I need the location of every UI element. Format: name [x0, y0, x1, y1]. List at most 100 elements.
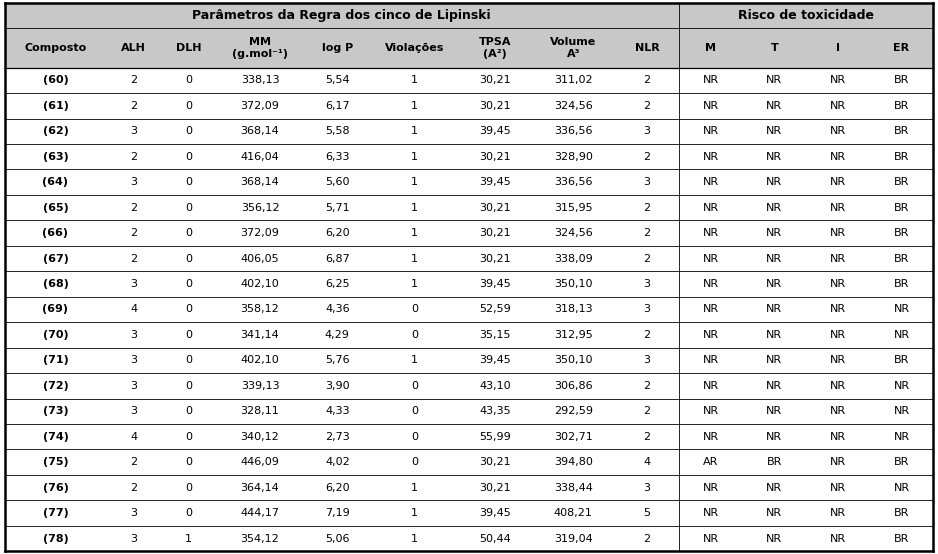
Text: 2: 2: [130, 75, 137, 85]
Text: 1: 1: [411, 254, 418, 264]
Text: 6,20: 6,20: [325, 483, 350, 493]
Text: Violações: Violações: [385, 43, 445, 53]
Text: Composto: Composto: [24, 43, 86, 53]
Text: 2: 2: [643, 381, 651, 391]
Text: 0: 0: [185, 228, 192, 238]
Text: 4: 4: [130, 305, 137, 315]
Text: 3: 3: [130, 355, 137, 365]
Text: NR: NR: [830, 432, 846, 442]
Text: 444,17: 444,17: [240, 508, 280, 518]
Text: 3: 3: [643, 279, 651, 289]
Text: (76): (76): [42, 483, 68, 493]
Text: 324,56: 324,56: [553, 101, 593, 111]
Text: 328,90: 328,90: [553, 152, 593, 162]
Text: BR: BR: [894, 228, 909, 238]
Text: 1: 1: [411, 177, 418, 187]
Text: 358,12: 358,12: [241, 305, 280, 315]
Text: NR: NR: [703, 355, 719, 365]
Text: AR: AR: [703, 457, 719, 467]
Text: BR: BR: [894, 457, 909, 467]
Text: 1: 1: [411, 508, 418, 518]
Text: NR: NR: [766, 508, 782, 518]
Text: NR: NR: [766, 355, 782, 365]
Text: BR: BR: [894, 177, 909, 187]
Text: NLR: NLR: [635, 43, 659, 53]
Text: 0: 0: [411, 432, 418, 442]
Text: (78): (78): [42, 534, 68, 543]
Text: (75): (75): [43, 457, 68, 467]
Text: 1: 1: [411, 75, 418, 85]
Text: NR: NR: [703, 203, 719, 213]
Text: 368,14: 368,14: [241, 126, 280, 136]
Text: 2: 2: [130, 254, 137, 264]
Text: (72): (72): [42, 381, 68, 391]
Text: 324,56: 324,56: [553, 228, 593, 238]
Text: 1: 1: [411, 203, 418, 213]
Text: NR: NR: [766, 432, 782, 442]
Text: 312,95: 312,95: [553, 330, 593, 340]
Text: 3: 3: [130, 534, 137, 543]
Text: (66): (66): [42, 228, 68, 238]
Text: 5,60: 5,60: [325, 177, 350, 187]
Text: 364,14: 364,14: [241, 483, 280, 493]
Text: 0: 0: [185, 101, 192, 111]
Text: 55,99: 55,99: [479, 432, 511, 442]
Text: (65): (65): [42, 203, 68, 213]
Text: NR: NR: [830, 152, 846, 162]
Text: 2: 2: [643, 406, 651, 416]
Text: 1: 1: [411, 483, 418, 493]
Text: 2: 2: [130, 101, 137, 111]
Text: 4: 4: [643, 457, 651, 467]
Text: NR: NR: [703, 330, 719, 340]
Text: 340,12: 340,12: [241, 432, 280, 442]
Text: 39,45: 39,45: [479, 126, 511, 136]
Text: 6,17: 6,17: [325, 101, 350, 111]
Bar: [679, 3, 933, 28]
Text: 0: 0: [185, 483, 192, 493]
Text: 4,29: 4,29: [325, 330, 350, 340]
Text: (63): (63): [42, 152, 68, 162]
Text: 3: 3: [130, 126, 137, 136]
Text: NR: NR: [766, 483, 782, 493]
Text: 354,12: 354,12: [241, 534, 280, 543]
Text: 0: 0: [185, 305, 192, 315]
Text: BR: BR: [894, 508, 909, 518]
Text: 5,58: 5,58: [325, 126, 350, 136]
Text: NR: NR: [830, 279, 846, 289]
Text: 402,10: 402,10: [241, 279, 280, 289]
Text: NR: NR: [766, 126, 782, 136]
Text: NR: NR: [766, 101, 782, 111]
Text: BR: BR: [894, 152, 909, 162]
Text: 2: 2: [130, 228, 137, 238]
Text: NR: NR: [766, 177, 782, 187]
Text: 4,02: 4,02: [325, 457, 350, 467]
Text: (68): (68): [42, 279, 68, 289]
Text: 0: 0: [185, 457, 192, 467]
Text: (77): (77): [42, 508, 68, 518]
Text: 394,80: 394,80: [553, 457, 593, 467]
Text: NR: NR: [766, 330, 782, 340]
Text: M: M: [705, 43, 716, 53]
Bar: [5, 28, 933, 68]
Text: NR: NR: [830, 126, 846, 136]
Text: NR: NR: [703, 432, 719, 442]
Text: NR: NR: [703, 75, 719, 85]
Text: 5,76: 5,76: [325, 355, 350, 365]
Text: 3: 3: [130, 381, 137, 391]
Text: NR: NR: [830, 457, 846, 467]
Text: 3: 3: [643, 483, 651, 493]
Text: NR: NR: [830, 330, 846, 340]
Text: (61): (61): [42, 101, 68, 111]
Text: 7,19: 7,19: [325, 508, 350, 518]
Text: (71): (71): [42, 355, 68, 365]
Text: BR: BR: [894, 75, 909, 85]
Text: 306,86: 306,86: [554, 381, 593, 391]
Text: NR: NR: [703, 254, 719, 264]
Text: log P: log P: [322, 43, 353, 53]
Text: 52,59: 52,59: [479, 305, 511, 315]
Text: NR: NR: [703, 305, 719, 315]
Text: 0: 0: [185, 126, 192, 136]
Text: NR: NR: [830, 228, 846, 238]
Text: NR: NR: [766, 203, 782, 213]
Text: NR: NR: [893, 432, 910, 442]
